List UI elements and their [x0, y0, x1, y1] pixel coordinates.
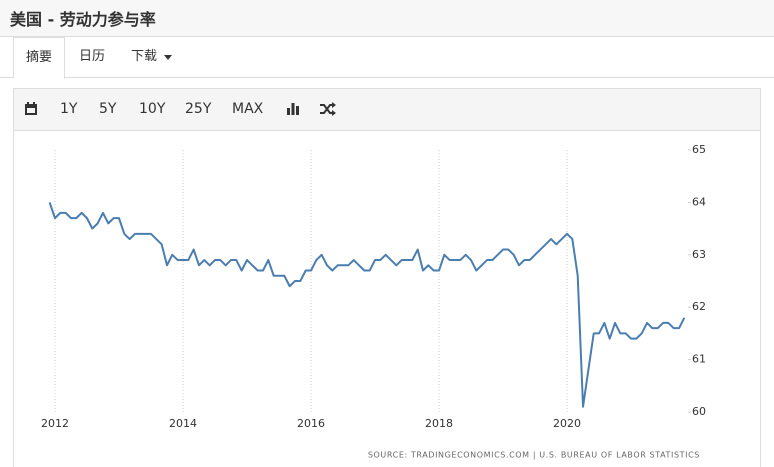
x-tick-label: 2014: [169, 417, 197, 430]
calendar-icon[interactable]: [24, 102, 38, 116]
top-bar: [0, 0, 774, 37]
caret-icon: [164, 55, 172, 60]
y-tick-label: 60: [692, 405, 706, 418]
x-tick-label: 2012: [41, 417, 69, 430]
tab[interactable]: 日历: [79, 49, 106, 64]
page-title: 美国 - 劳动力参与率: [10, 10, 156, 29]
range-button[interactable]: 10Y: [139, 101, 166, 117]
y-tick-label: 62: [692, 300, 706, 313]
tab[interactable]: 摘要: [13, 37, 66, 79]
x-tick-label: 2020: [553, 417, 581, 430]
range-button[interactable]: MAX: [232, 101, 264, 117]
range-button[interactable]: 5Y: [99, 101, 117, 117]
y-tick-label: 64: [692, 195, 706, 208]
range-button[interactable]: 25Y: [185, 101, 212, 117]
x-tick-label: 2018: [425, 417, 453, 430]
tab[interactable]: 下载: [131, 49, 158, 64]
shuffle-icon[interactable]: [320, 102, 336, 116]
tabs: 摘要 日历 下载: [0, 37, 774, 79]
data-line: [48, 202, 686, 408]
x-tick-label: 2016: [297, 417, 325, 430]
source-note: SOURCE: TRADINGECONOMICS.COM | U.S. BURE…: [368, 451, 700, 460]
toolbar: 1Y 5Y 10Y 25Y MAX: [13, 88, 761, 131]
y-tick-label: 61: [692, 353, 706, 366]
chart: 2012 2014 2016 2018 2020 60 61 62 63 64 65 SOURCE: …: [41, 143, 706, 460]
chart-box: [13, 130, 761, 467]
bar-chart-icon[interactable]: [286, 102, 300, 116]
range-button[interactable]: 1Y: [60, 101, 78, 117]
y-tick-label: 65: [692, 143, 706, 156]
y-tick-label: 63: [692, 248, 706, 261]
